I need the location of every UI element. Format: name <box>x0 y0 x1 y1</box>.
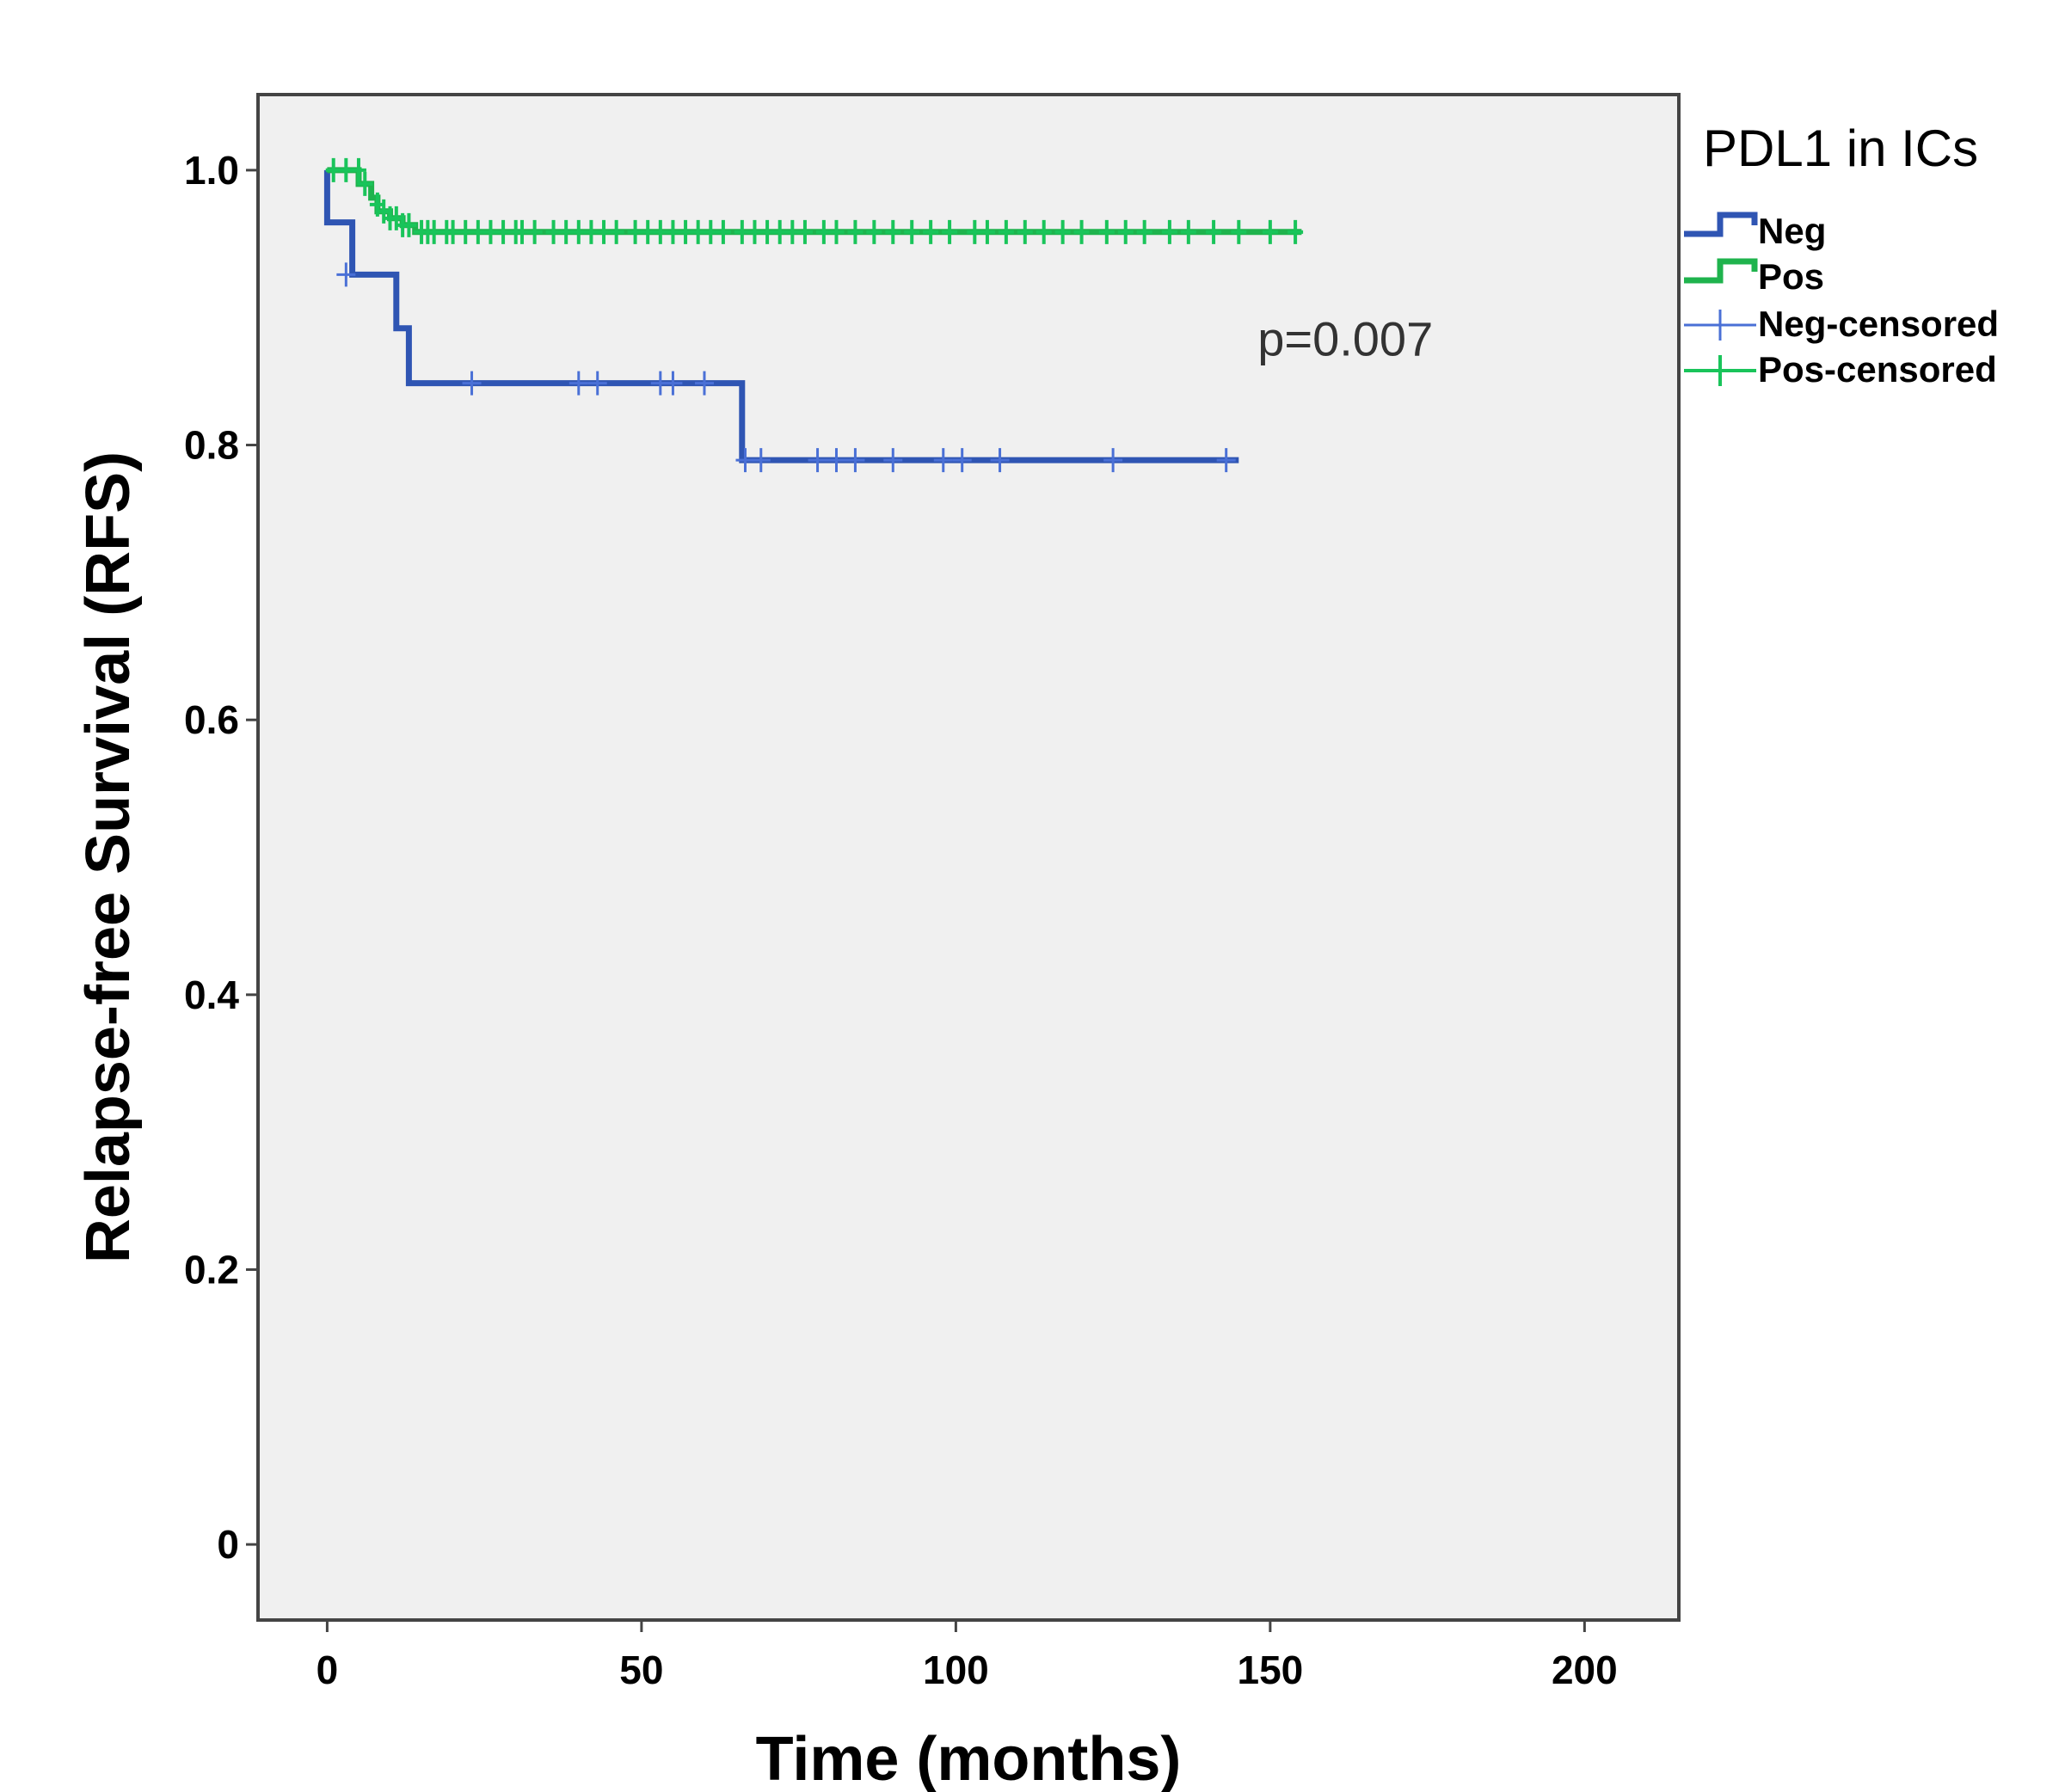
censor-mark-pos-61 <box>1180 219 1196 244</box>
censor-marks <box>325 157 1304 473</box>
censor-mark-pos-62 <box>1206 219 1222 244</box>
axis-ticks: 0 50 100 150 200 0 0.2 0.4 0.6 0.8 1.0 <box>184 148 1618 1692</box>
x-tick-label-150: 150 <box>1237 1648 1303 1692</box>
y-tick-label-0.8: 0.8 <box>184 423 239 468</box>
censor-mark-neg-17 <box>1216 448 1236 473</box>
x-tick-label-50: 50 <box>619 1648 663 1692</box>
y-tick-label-0.6: 0.6 <box>184 697 239 742</box>
censor-mark-pos-54 <box>1036 219 1052 244</box>
censor-mark-pos-41 <box>796 219 813 244</box>
plot-background <box>256 93 1681 1622</box>
censor-mark-pos-2 <box>350 157 366 182</box>
legend-label-pos-censored: Pos-censored <box>1758 349 1997 390</box>
censor-mark-pos-55 <box>1054 219 1071 244</box>
censor-mark-pos-27 <box>608 219 624 244</box>
legend-swatch-neg <box>1684 212 1758 237</box>
censor-mark-pos-44 <box>847 219 863 244</box>
legend-item-pos-censored: Pos-censored <box>1684 349 1997 390</box>
p-value-annotation: p=0.007 <box>1257 312 1433 366</box>
y-tick-label-1: 1.0 <box>184 148 239 193</box>
legend-label-neg: Neg <box>1758 211 1826 251</box>
censor-mark-neg-5 <box>663 371 683 396</box>
censor-mark-pos-45 <box>866 219 882 244</box>
x-tick-label-0: 0 <box>317 1648 339 1692</box>
legend-swatch-neg-censored <box>1684 310 1756 341</box>
censor-mark-neg-15 <box>990 448 1010 473</box>
legend-swatch-pos-censored <box>1684 355 1756 386</box>
censor-mark-pos-59 <box>1136 219 1152 244</box>
x-tick-label-100: 100 <box>923 1648 989 1692</box>
censor-mark-pos-56 <box>1073 219 1090 244</box>
censor-mark-pos-60 <box>1161 219 1177 244</box>
censor-mark-neg-13 <box>933 448 953 473</box>
legend-item-neg-censored: Neg-censored <box>1684 304 1999 344</box>
censor-mark-neg-2 <box>568 371 588 396</box>
censor-mark-pos-65 <box>1288 219 1304 244</box>
censor-mark-neg-8 <box>751 448 771 473</box>
legend-title: PDL1 in ICs <box>1703 120 1978 177</box>
censor-mark-pos-43 <box>828 219 845 244</box>
censor-mark-pos-57 <box>1098 219 1115 244</box>
censor-mark-neg-12 <box>883 448 903 473</box>
legend: PDL1 in ICs Neg Pos Neg-censored Pos-cen… <box>1684 120 1999 390</box>
censor-mark-pos-46 <box>885 219 901 244</box>
x-axis-title: Time (months) <box>756 1725 1182 1792</box>
y-axis-title: Relapse-free Survival (RFS) <box>74 451 143 1263</box>
legend-label-pos: Pos <box>1758 256 1824 297</box>
legend-swatch-pos <box>1684 258 1758 284</box>
y-tick-label-0: 0 <box>217 1522 239 1567</box>
censor-mark-pos-47 <box>904 219 920 244</box>
curve-neg <box>323 169 1239 463</box>
censor-mark-neg-16 <box>1103 448 1123 473</box>
censor-mark-neg-14 <box>952 448 972 473</box>
censor-mark-pos-35 <box>715 219 731 244</box>
censor-mark-pos-49 <box>942 219 958 244</box>
censor-mark-pos-9 <box>401 212 417 237</box>
censor-mark-neg-9 <box>808 448 827 473</box>
censor-mark-pos-21 <box>526 219 543 244</box>
x-tick-label-200: 200 <box>1552 1648 1618 1692</box>
censor-mark-neg-11 <box>845 448 865 473</box>
y-tick-label-0.2: 0.2 <box>184 1247 239 1292</box>
censor-mark-pos-63 <box>1231 219 1247 244</box>
censor-mark-pos-52 <box>998 219 1014 244</box>
censor-mark-pos-51 <box>979 219 995 244</box>
censor-mark-neg-1 <box>462 371 482 396</box>
censor-mark-pos-64 <box>1262 219 1278 244</box>
censor-mark-neg-6 <box>694 371 714 396</box>
censor-mark-pos-48 <box>923 219 939 244</box>
legend-label-neg-censored: Neg-censored <box>1758 304 1999 344</box>
legend-item-pos: Pos <box>1684 256 1824 297</box>
censor-mark-neg-10 <box>827 448 846 473</box>
censor-mark-neg-3 <box>587 371 607 396</box>
y-tick-label-0.4: 0.4 <box>184 973 239 1017</box>
censor-mark-neg-0 <box>336 262 356 287</box>
legend-item-neg: Neg <box>1684 211 1826 251</box>
censor-mark-pos-53 <box>1017 219 1033 244</box>
censor-mark-pos-3 <box>357 171 373 196</box>
censor-mark-pos-58 <box>1117 219 1134 244</box>
